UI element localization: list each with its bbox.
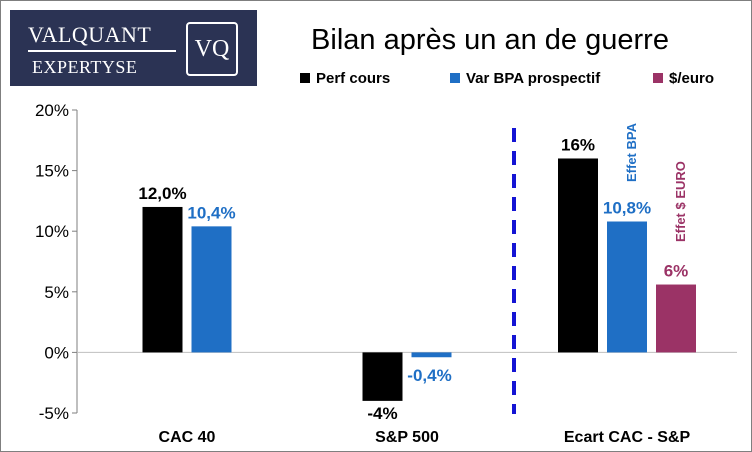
x-tick-label: CAC 40: [159, 429, 216, 446]
legend-swatch-usd: [653, 73, 663, 83]
x-tick-label: Ecart CAC - S&P: [564, 429, 691, 446]
data-label: -0,4%: [407, 366, 451, 385]
data-label: 12,0%: [138, 184, 186, 203]
legend-swatch-perf: [300, 73, 310, 83]
valquant-logo: VALQUANT EXPERTYSE VQ: [10, 10, 257, 86]
y-tick-label: 15%: [35, 162, 69, 181]
bar: [656, 284, 696, 353]
data-label: 10,8%: [603, 199, 651, 218]
data-label: 16%: [561, 135, 595, 154]
y-tick-label: 0%: [44, 343, 69, 362]
y-tick-label: 20%: [35, 101, 69, 120]
data-label: -4%: [367, 404, 397, 423]
legend-item-bpa: Var BPA prospectif: [450, 70, 600, 87]
annotation-effet-bpa: Effet BPA: [624, 122, 639, 182]
logo-mark: VQ: [186, 22, 238, 76]
y-tick-label: 10%: [35, 222, 69, 241]
bar: [411, 352, 452, 358]
legend-label-bpa: Var BPA prospectif: [466, 70, 601, 87]
bar: [558, 158, 598, 353]
legend-item-perf: Perf cours: [300, 70, 390, 87]
legend-swatch-bpa: [450, 73, 460, 83]
y-tick-label: 5%: [44, 283, 69, 302]
logo-brand-bottom: EXPERTYSE: [32, 57, 138, 77]
data-label: 10,4%: [187, 203, 235, 222]
bar: [607, 221, 647, 353]
chart-title: Bilan après un an de guerre: [311, 24, 669, 56]
y-tick-label: -5%: [39, 404, 69, 423]
bar: [142, 206, 183, 353]
legend-item-usd: $/euro: [653, 70, 714, 87]
bar: [362, 352, 403, 401]
annotation-effet-usd: Effet $ EURO: [673, 161, 688, 242]
legend-label-perf: Perf cours: [316, 70, 391, 87]
bar: [191, 226, 232, 353]
x-tick-label: S&P 500: [375, 429, 439, 446]
data-label: 6%: [664, 262, 689, 281]
logo-brand-top: VALQUANT: [28, 22, 152, 47]
legend-label-usd: $/euro: [669, 70, 715, 87]
logo-divider: [28, 50, 176, 52]
